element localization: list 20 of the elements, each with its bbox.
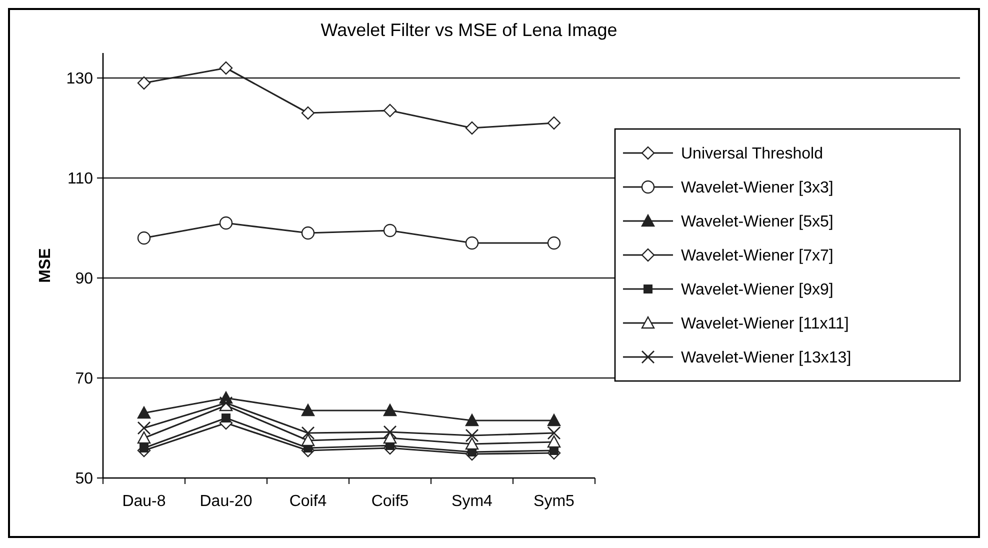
y-tick-label: 50 [75,470,94,488]
legend-label: Wavelet-Wiener [5x5] [681,214,834,231]
x-tick-label: Sym4 [452,493,493,510]
x-tick-label: Dau-8 [122,493,166,510]
legend-label: Wavelet-Wiener [9x9] [681,282,834,299]
x-tick-label: Coif4 [289,493,327,510]
y-tick-label: 110 [67,170,94,188]
x-tick-label: Sym5 [534,493,575,510]
legend-label: Universal Threshold [681,146,823,163]
legend-label: Wavelet-Wiener [11x11] [681,316,849,333]
y-axis-title: MSE [37,248,54,283]
legend-label: Wavelet-Wiener [13x13] [681,350,852,367]
y-tick-label: 90 [75,270,94,288]
legend-label: Wavelet-Wiener [7x7] [681,248,834,265]
y-tick-label: 70 [75,370,94,388]
y-tick-label: 130 [66,70,94,88]
x-tick-label: Coif5 [371,493,409,510]
x-tick-label: Dau-20 [200,493,252,510]
legend-label: Wavelet-Wiener [3x3] [681,180,834,197]
chart-title: Wavelet Filter vs MSE of Lena Image [320,20,618,40]
